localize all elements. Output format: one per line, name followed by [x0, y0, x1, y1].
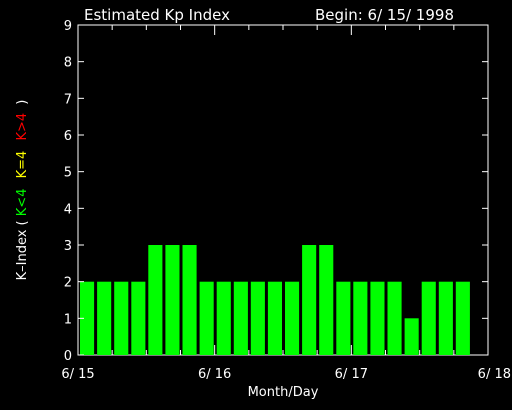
y-axis-label-suffix: ) [15, 100, 30, 105]
kp-bar [131, 281, 146, 355]
kp-bar [353, 281, 368, 355]
x-tick-label: 6/ 17 [335, 367, 368, 382]
y-axis-label-yellow: K=4 [15, 151, 30, 179]
y-axis-label-prefix: K–Index ( [15, 220, 30, 280]
y-tick-label: 7 [64, 92, 72, 107]
x-axis-label: Month/Day [248, 385, 319, 400]
y-tick-label: 2 [64, 276, 72, 291]
kp-bar [216, 281, 231, 355]
kp-bar [148, 245, 163, 355]
kp-bar [250, 281, 265, 355]
y-tick-label: 0 [64, 349, 72, 364]
kp-bar [404, 318, 419, 355]
kp-bar [421, 281, 436, 355]
x-tick-label: 6/ 16 [198, 367, 231, 382]
y-axis-label-red: K>4 [15, 113, 30, 141]
kp-bar [336, 281, 351, 355]
y-tick-label: 5 [64, 166, 72, 181]
x-axis-ticks: 6/ 15 6/ 16 6/ 17 6/ 18 [61, 25, 511, 382]
kp-bar [80, 281, 95, 355]
x-tick-label: 6/ 18 [478, 367, 511, 382]
y-axis-label-green: K<4 [15, 189, 30, 217]
y-tick-label: 6 [64, 129, 72, 144]
kp-bar [302, 245, 317, 355]
kp-bar [97, 281, 112, 355]
kp-bar [114, 281, 129, 355]
kp-bar [455, 281, 470, 355]
kp-bar [182, 245, 197, 355]
kp-bar [199, 281, 214, 355]
y-tick-label: 3 [64, 239, 72, 254]
kp-bar [319, 245, 334, 355]
bars-group [80, 245, 470, 355]
y-axis-ticks: 0 1 2 3 4 5 6 7 8 9 [64, 19, 488, 364]
y-axis-label: K–Index ( K<4 K=4 K>4 ) [15, 100, 30, 281]
x-tick-label: 6/ 15 [61, 367, 94, 382]
kp-bar [285, 281, 300, 355]
kp-bar [370, 281, 385, 355]
kp-bar [438, 281, 453, 355]
chart-title: Estimated Kp Index [84, 6, 230, 24]
y-tick-label: 8 [64, 56, 72, 71]
kp-bar [233, 281, 248, 355]
begin-date: Begin: 6/ 15/ 1998 [315, 6, 454, 24]
y-tick-label: 1 [64, 312, 72, 327]
y-tick-label: 9 [64, 19, 72, 34]
y-tick-label: 4 [64, 202, 72, 217]
kp-bar [267, 281, 282, 355]
kp-bar [387, 281, 402, 355]
kp-bar [165, 245, 180, 355]
